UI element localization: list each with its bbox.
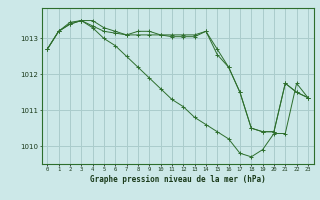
X-axis label: Graphe pression niveau de la mer (hPa): Graphe pression niveau de la mer (hPa) [90, 175, 266, 184]
